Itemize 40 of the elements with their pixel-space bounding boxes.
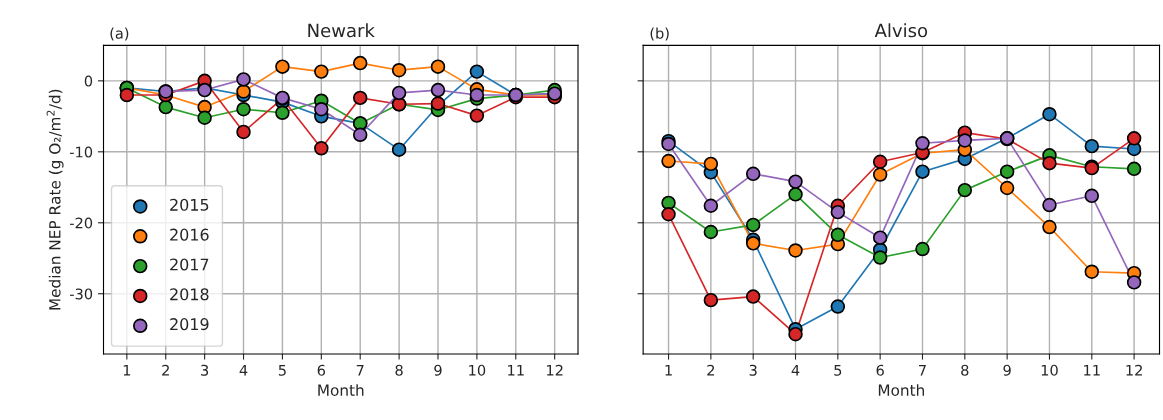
- legend-label: 2015: [170, 198, 209, 211]
- chart-title: Newark: [308, 23, 375, 38]
- x-tick-label: 4: [239, 364, 248, 376]
- y-tick-label: -20: [69, 217, 93, 229]
- x-tick-label: 5: [278, 364, 286, 376]
- x-tick-label: 10: [469, 364, 486, 376]
- x-tick-label: 12: [1126, 364, 1142, 376]
- legend-label: 2016: [170, 228, 209, 241]
- y-axis-title: Median NEP Rate (g O₂/m$^{2}$/d): [46, 89, 64, 310]
- x-tick-label: 8: [395, 364, 403, 376]
- legend-label: 2017: [170, 258, 209, 271]
- y-tick-label: 0: [84, 75, 93, 87]
- x-tick-label: 11: [1084, 364, 1100, 376]
- x-tick-label: 2: [707, 364, 715, 376]
- x-tick-label: 2: [162, 364, 169, 376]
- y-tick-label: -30: [69, 288, 93, 300]
- x-tick-label: 4: [791, 364, 800, 376]
- x-tick-label: 3: [749, 364, 757, 376]
- x-tick-label: 8: [961, 364, 969, 376]
- legend-label: 2019: [170, 318, 209, 331]
- x-axis-title: Month: [318, 384, 364, 396]
- text: (a): [110, 27, 129, 41]
- x-tick-label: 7: [356, 364, 364, 376]
- x-tick-label: 9: [434, 364, 442, 376]
- x-tick-label: 1: [665, 364, 672, 376]
- x-tick-label: 1: [123, 364, 131, 376]
- text: (b): [650, 27, 669, 41]
- x-tick-label: 5: [834, 364, 842, 376]
- x-tick-label: 6: [876, 364, 884, 376]
- x-tick-label: 7: [919, 364, 926, 376]
- legend-label: 2018: [170, 288, 209, 301]
- x-tick-label: 12: [547, 364, 563, 376]
- x-axis-title: Month: [878, 384, 924, 396]
- x-tick-label: 3: [201, 364, 209, 376]
- x-tick-label: 10: [1041, 364, 1058, 376]
- x-tick-label: 6: [317, 364, 326, 376]
- x-tick-label: 11: [508, 364, 524, 376]
- chart-title: Alviso: [874, 23, 928, 38]
- x-tick-label: 9: [1003, 364, 1011, 376]
- y-tick-label: -10: [69, 146, 93, 158]
